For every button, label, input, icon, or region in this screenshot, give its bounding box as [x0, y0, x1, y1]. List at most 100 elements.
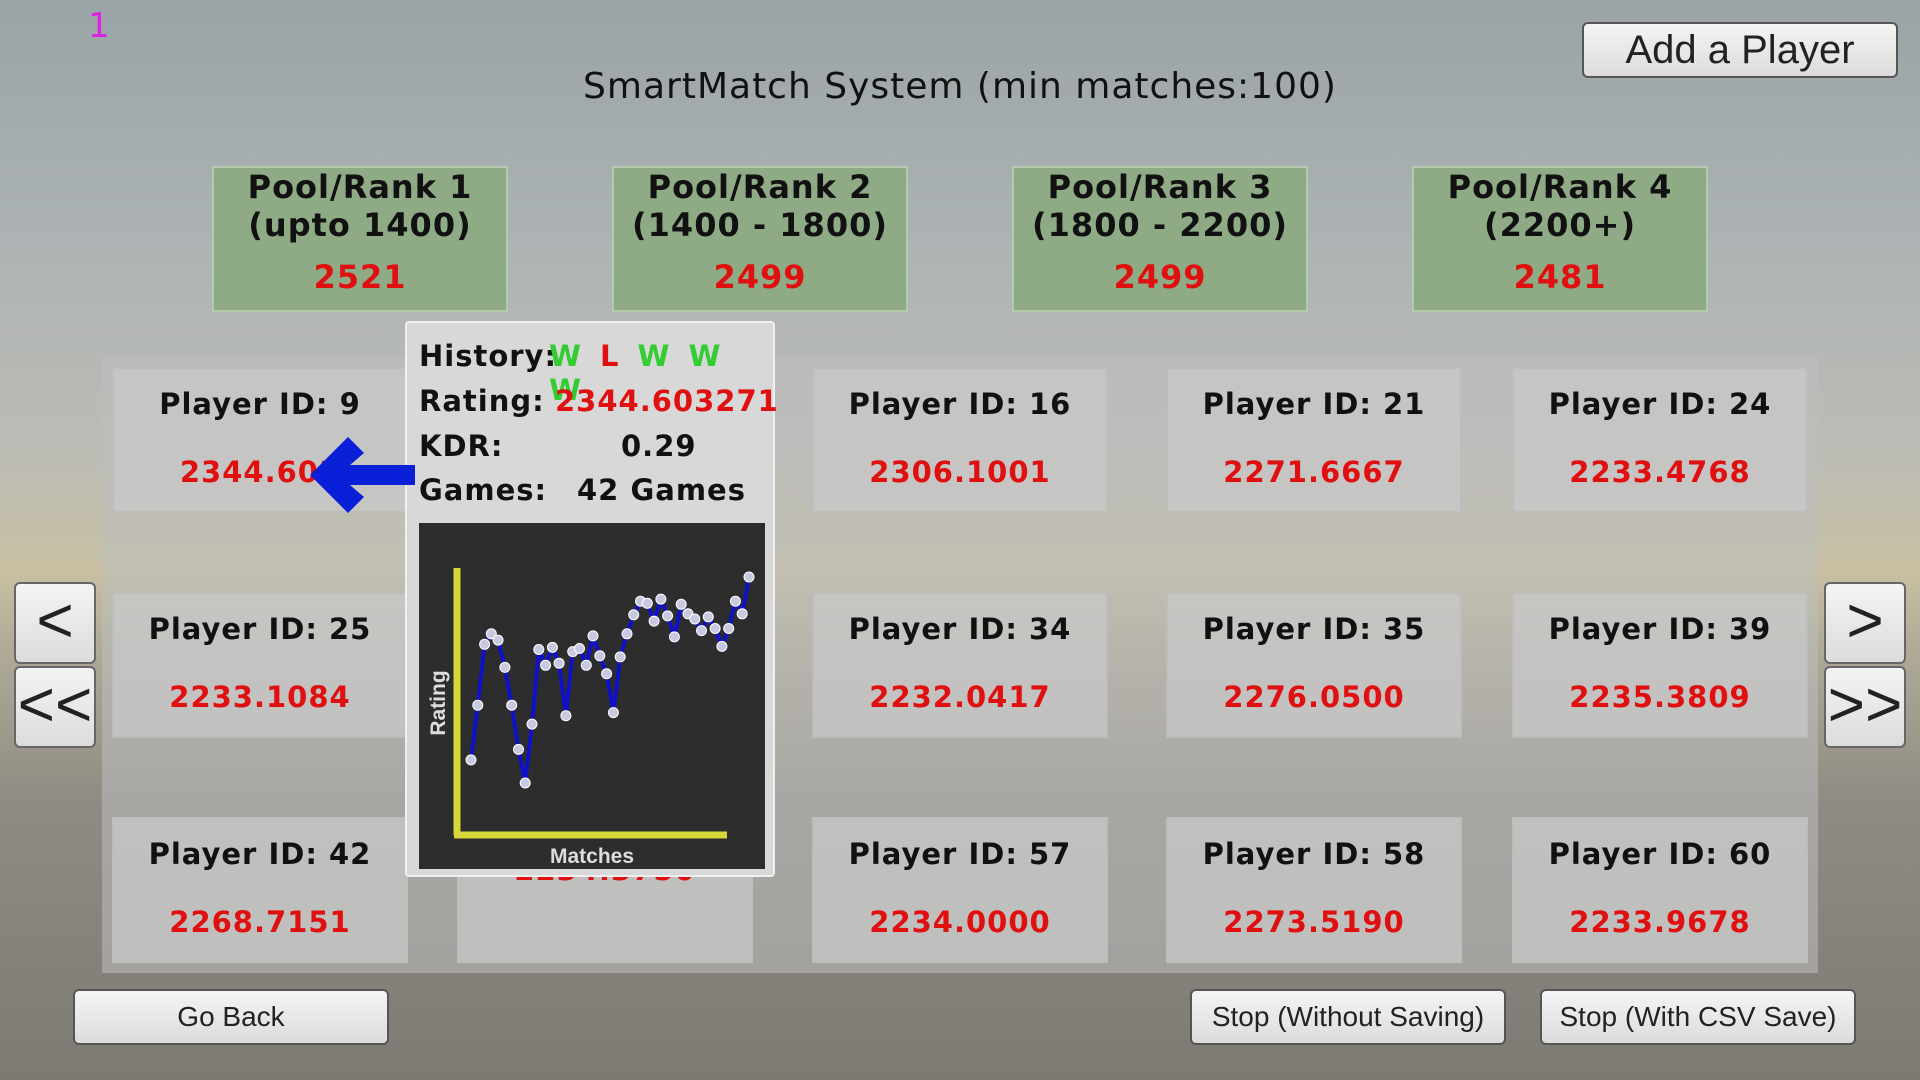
- player-card[interactable]: Player ID: 24 2233.4768: [1512, 367, 1808, 513]
- player-rating: 2233.9678: [1569, 905, 1751, 939]
- player-id: Player ID: 34: [848, 612, 1072, 646]
- chart-svg: Rating Matches: [427, 568, 755, 868]
- player-rating: 2276.0500: [1223, 680, 1405, 714]
- pool-range: (1400 - 1800): [632, 206, 888, 244]
- rating-point: [743, 571, 755, 583]
- pool-count: 2521: [313, 258, 407, 296]
- pool-rank-1: Pool/Rank 1 (upto 1400) 2521: [212, 166, 508, 312]
- kdr-label: KDR:: [419, 429, 504, 463]
- history-item: L: [600, 339, 620, 373]
- rating-point: [479, 638, 491, 650]
- rating-point: [702, 611, 714, 623]
- rating-point: [499, 661, 511, 673]
- pool-range: (2200+): [1483, 206, 1637, 244]
- player-id: Player ID: 39: [1548, 612, 1772, 646]
- rating-point: [553, 657, 565, 669]
- add-player-button[interactable]: Add a Player: [1582, 22, 1898, 78]
- rating-point: [594, 650, 606, 662]
- player-id: Player ID: 9: [159, 387, 361, 421]
- history-item: W: [549, 339, 582, 373]
- pool-name: Pool/Rank 4: [1447, 168, 1673, 206]
- player-detail-popup: History: W L W WW Rating: 2344.603271 KDR: …: [405, 321, 778, 877]
- rating-history-chart: Rating Matches: [419, 523, 765, 869]
- rating-point: [607, 707, 619, 719]
- rating-point: [709, 623, 721, 634]
- rating-point: [729, 595, 741, 607]
- rating-point: [526, 718, 538, 730]
- pool-count: 2499: [713, 258, 807, 296]
- player-rating: 2344.603: [179, 455, 341, 489]
- player-rating: 2232.0417: [869, 680, 1051, 714]
- rating-line: [469, 576, 751, 784]
- last-page-button[interactable]: >>: [1824, 666, 1906, 748]
- rating-point: [546, 641, 558, 653]
- history-item: W: [549, 373, 582, 407]
- rating-point: [601, 668, 613, 680]
- player-id: Player ID: 58: [1202, 837, 1426, 871]
- player-card[interactable]: Player ID: 42 2268.7151: [112, 817, 408, 963]
- rating-point: [648, 615, 660, 627]
- rating-point: [621, 628, 633, 640]
- rating-point: [560, 710, 572, 722]
- games-label: Games:: [419, 473, 548, 507]
- pool-rank-2: Pool/Rank 2 (1400 - 1800) 2499: [612, 166, 908, 312]
- player-card[interactable]: Player ID: 16 2306.1001: [812, 367, 1108, 513]
- pool-range: (upto 1400): [248, 206, 472, 244]
- player-rating: 2233.1084: [169, 680, 351, 714]
- rating-point: [574, 643, 585, 654]
- player-card[interactable]: Player ID: 57 2234.0000: [812, 817, 1108, 963]
- stop-without-saving-button[interactable]: Stop (Without Saving): [1190, 989, 1506, 1045]
- go-back-button[interactable]: Go Back: [73, 989, 389, 1045]
- rating-point: [668, 631, 680, 643]
- player-card[interactable]: Player ID: 39 2235.3809: [1512, 592, 1808, 738]
- rating-point: [540, 659, 552, 671]
- history-item: W: [637, 339, 671, 373]
- rating-point: [519, 777, 531, 789]
- player-card[interactable]: Player ID: 35 2276.0500: [1166, 592, 1462, 738]
- rating-point: [628, 609, 640, 621]
- pool-count: 2481: [1513, 258, 1607, 296]
- player-rating: 2268.7151: [169, 905, 351, 939]
- next-page-button[interactable]: >: [1824, 582, 1906, 664]
- rating-label: Rating:: [419, 384, 545, 418]
- player-card[interactable]: Player ID: 21 2271.6667: [1166, 367, 1462, 513]
- x-axis-label: Matches: [550, 845, 634, 868]
- pool-name: Pool/Rank 3: [1047, 168, 1273, 206]
- player-card[interactable]: Player ID: 58 2273.5190: [1166, 817, 1462, 963]
- history-item: W: [688, 339, 722, 373]
- rating-point: [587, 630, 599, 642]
- pool-name: Pool/Rank 1: [247, 168, 473, 206]
- player-card[interactable]: Player ID: 34 2232.0417: [812, 592, 1108, 738]
- games-value: 42 Games: [577, 473, 746, 507]
- rating-point: [689, 613, 701, 625]
- rating-point: [662, 610, 674, 622]
- rating-point: [641, 597, 653, 609]
- player-id: Player ID: 16: [848, 387, 1072, 421]
- stop-with-csv-save-button[interactable]: Stop (With CSV Save): [1540, 989, 1856, 1045]
- player-id: Player ID: 35: [1202, 612, 1426, 646]
- history-label: History:: [419, 339, 558, 373]
- player-rating: 2306.1001: [869, 455, 1051, 489]
- rating-point: [696, 625, 707, 637]
- player-id: Player ID: 42: [148, 837, 372, 871]
- pool-name: Pool/Rank 2: [647, 168, 873, 206]
- rating-point: [655, 593, 667, 605]
- kdr-value: 0.29: [621, 429, 697, 463]
- rating-point: [513, 743, 524, 755]
- rating-point: [675, 598, 687, 610]
- player-card[interactable]: Player ID: 25 2233.1084: [112, 592, 408, 738]
- first-page-button[interactable]: <<: [14, 666, 96, 748]
- player-card[interactable]: Player ID: 9 2344.603: [112, 367, 408, 513]
- prev-page-button[interactable]: <: [14, 582, 96, 664]
- rating-point: [472, 699, 484, 711]
- history-values: W L W WW: [549, 339, 773, 407]
- player-rating: 2233.4768: [1569, 455, 1751, 489]
- rating-point: [506, 699, 518, 711]
- rating-series: [465, 571, 755, 789]
- frame-counter: 1: [88, 6, 110, 46]
- player-rating: 2271.6667: [1223, 455, 1405, 489]
- player-id: Player ID: 57: [848, 837, 1072, 871]
- player-rating: 2234.0000: [869, 905, 1051, 939]
- pool-rank-3: Pool/Rank 3 (1800 - 2200) 2499: [1012, 166, 1308, 312]
- player-card[interactable]: Player ID: 60 2233.9678: [1512, 817, 1808, 963]
